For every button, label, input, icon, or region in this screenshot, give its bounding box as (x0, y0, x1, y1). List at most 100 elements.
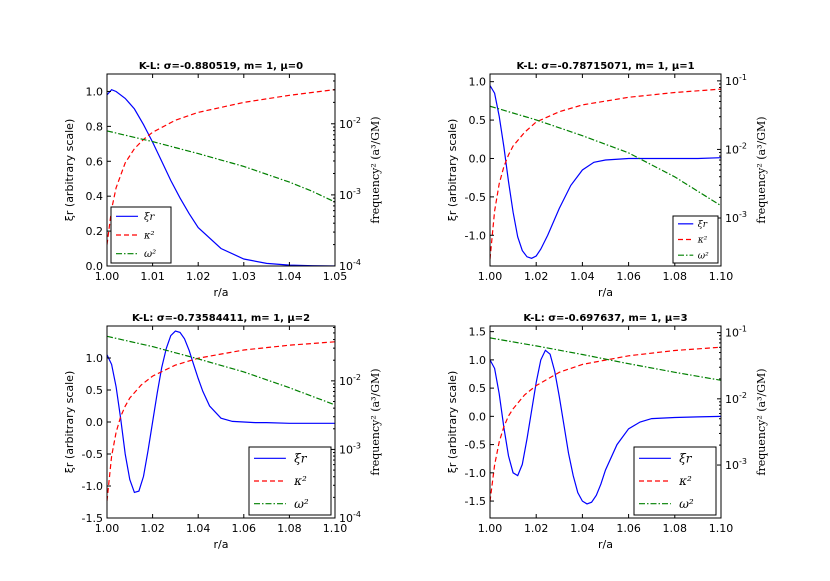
x-tick-label: 1.00 (478, 522, 503, 535)
y-tick-label: 0.5 (469, 382, 487, 395)
y2-tick-label: 10-3 (339, 187, 361, 202)
x-tick-label: 1.08 (277, 522, 302, 535)
legend-label: ω² (294, 497, 309, 511)
chart-title: K-L: σ=-0.880519, m= 1, μ=0 (139, 61, 303, 72)
legend-box (248, 446, 332, 516)
series-line-ξr (107, 88, 335, 266)
y2-axis-label: frequency² (a³/GM) (369, 116, 382, 223)
y-tick-label: 0.6 (86, 155, 104, 168)
y-tick-label: 1.0 (86, 352, 104, 365)
y-tick-label: 1.0 (469, 354, 487, 367)
legend: ξr κ² ω² (633, 446, 717, 516)
chart-title: K-L: σ=-0.73584411, m= 1, μ=2 (132, 313, 310, 324)
legend: ξr κ² ω² (248, 446, 332, 516)
x-tick-label: 1.02 (186, 270, 211, 283)
x-tick-label: 1.08 (663, 270, 688, 283)
y-tick-label: -0.5 (465, 191, 486, 204)
x-axis-label: r/a (214, 286, 229, 299)
y-axis-label: ξr (arbitrary scale) (446, 371, 459, 474)
y-tick-label: 1.0 (86, 85, 104, 98)
series-line-κ² (490, 346, 721, 502)
x-axis-label: r/a (214, 538, 229, 551)
legend-label: κ² (678, 474, 692, 488)
x-tick-label: 1.06 (232, 522, 257, 535)
legend-label: ξr (294, 452, 308, 466)
legend-label: ω² (679, 497, 694, 511)
chart-title: K-L: σ=-0.697637, m= 1, μ=3 (523, 313, 687, 324)
y-axis-label: ξr (arbitrary scale) (446, 119, 459, 222)
x-tick-label: 1.04 (277, 270, 302, 283)
chart-panel-3: 1.00 1.02 1.04 1.06 1.08 1.10 -1.5 -1.0 -0.5 0.0 0… (63, 313, 382, 551)
legend: ξr κ² ω² (110, 206, 172, 264)
series-line-κ² (107, 341, 335, 501)
series-line-ω² (107, 130, 335, 203)
y2-tick-label: 10-2 (725, 141, 747, 156)
legend-label: κ² (697, 236, 708, 246)
x-axis-label: r/a (598, 538, 613, 551)
axes-frame (106, 73, 336, 267)
x-tick-label: 1.10 (709, 522, 734, 535)
y-tick-label: 0.0 (86, 416, 104, 429)
y2-tick-label: 10-2 (339, 116, 361, 131)
x-tick-label: 1.02 (524, 270, 549, 283)
x-tick-label: 1.10 (323, 522, 348, 535)
y-tick-label: 0.8 (86, 120, 104, 133)
x-tick-label: 1.06 (616, 522, 641, 535)
y2-tick-label: 10-3 (725, 457, 747, 472)
chart-panel-2: 1.00 1.02 1.04 1.06 1.08 1.10 -1.0 -0.5 0.0 0.5 1.… (446, 61, 768, 299)
y-tick-label: -0.5 (82, 448, 103, 461)
axes-frame (489, 325, 722, 519)
x-tick-label: 1.00 (478, 270, 503, 283)
y2-tick-label: 10-2 (339, 373, 361, 388)
y-tick-label: 0.0 (86, 260, 104, 273)
x-tick-label: 1.03 (232, 270, 257, 283)
x-tick-label: 1.10 (709, 270, 734, 283)
y-tick-label: 0.5 (86, 384, 104, 397)
y2-axis-label: frequency² (a³/GM) (369, 368, 382, 475)
series-line-ω² (490, 337, 721, 381)
y-tick-label: -1.5 (82, 512, 103, 525)
x-tick-label: 1.04 (570, 522, 595, 535)
legend-label: ξr (679, 452, 693, 466)
legend-box (633, 446, 717, 516)
y-tick-label: 0.0 (469, 410, 487, 423)
series-line-ξr (107, 330, 335, 494)
legend-label: ξr (698, 220, 708, 230)
y-tick-label: 0.2 (86, 225, 104, 238)
x-tick-label: 1.00 (95, 522, 120, 535)
y-tick-label: 1.0 (469, 76, 487, 89)
y2-tick-label: 10-3 (725, 210, 747, 225)
x-tick-label: 1.04 (570, 270, 595, 283)
y-tick-label: -1.0 (465, 229, 486, 242)
y2-axis-label: frequency² (a³/GM) (755, 368, 768, 475)
y2-tick-label: 10-2 (725, 391, 747, 406)
y2-tick-label: 10-1 (725, 73, 747, 88)
y-tick-label: -1.0 (465, 467, 486, 480)
series-line-κ² (490, 88, 721, 260)
legend-label: κ² (143, 231, 155, 242)
y-tick-label: -0.5 (465, 439, 486, 452)
y-tick-label: 1.5 (469, 326, 487, 339)
x-tick-label: 1.02 (140, 522, 165, 535)
y-axis-label: ξr (arbitrary scale) (63, 119, 76, 222)
series-line-ξr (490, 85, 721, 259)
y2-tick-label: 10-1 (725, 325, 747, 340)
y-tick-label: 0.5 (469, 114, 487, 127)
legend-label: κ² (293, 474, 307, 488)
y2-tick-label: 10-4 (339, 258, 361, 273)
y2-axis-label: frequency² (a³/GM) (755, 116, 768, 223)
x-axis-label: r/a (598, 286, 613, 299)
series-line-ω² (490, 105, 721, 207)
chart-title: K-L: σ=-0.78715071, m= 1, μ=1 (516, 61, 694, 72)
x-tick-label: 1.02 (524, 522, 549, 535)
y-axis-label: ξr (arbitrary scale) (63, 371, 76, 474)
x-tick-label: 1.00 (95, 270, 120, 283)
x-tick-label: 1.06 (616, 270, 641, 283)
y-tick-label: -1.5 (465, 495, 486, 508)
y-tick-label: -1.0 (82, 480, 103, 493)
legend-label: ω² (144, 249, 156, 260)
y2-tick-label: 10-4 (339, 510, 361, 525)
y2-tick-label: 10-3 (339, 441, 361, 456)
x-tick-label: 1.04 (186, 522, 211, 535)
